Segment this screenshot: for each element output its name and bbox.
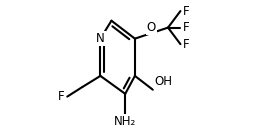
Text: F: F <box>183 38 190 51</box>
Text: NH₂: NH₂ <box>114 115 136 128</box>
Text: N: N <box>96 32 105 45</box>
Text: F: F <box>183 5 190 18</box>
Text: F: F <box>58 90 65 103</box>
Text: OH: OH <box>154 75 172 88</box>
Text: F: F <box>183 21 190 34</box>
Text: O: O <box>147 21 156 34</box>
